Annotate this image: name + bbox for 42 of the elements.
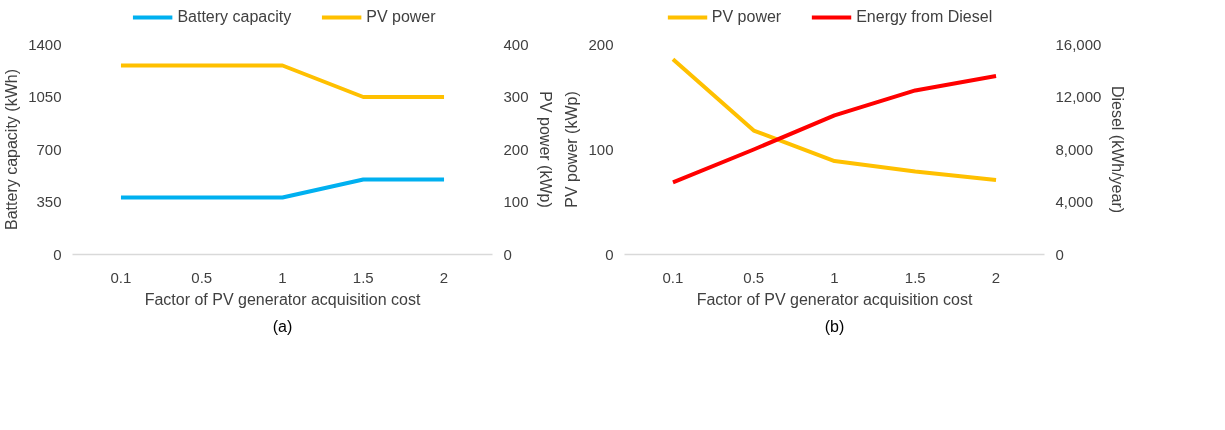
y-tick-label: 700 xyxy=(36,140,62,158)
y2-tick-label: 16,000 xyxy=(1055,35,1102,53)
legend-label: PV power xyxy=(711,8,782,26)
y-tick-label: 350 xyxy=(36,193,62,210)
y-tick-label: 100 xyxy=(588,140,614,158)
x-axis-title: Factor of PV generator acquisition cost xyxy=(696,290,973,308)
y-axis-title: PV power (kWp) xyxy=(563,91,581,208)
y2-tick-label: 4,000 xyxy=(1055,193,1094,210)
x-tick-label: 0.5 xyxy=(191,268,213,286)
x-tick-label: 0.1 xyxy=(110,268,132,286)
text: (b) xyxy=(824,317,845,335)
y-axis-title: Battery capacity (kWh) xyxy=(3,69,21,230)
y2-axis-title: PV power (kWp) xyxy=(536,91,554,208)
y2-tick-label: 0 xyxy=(503,245,512,263)
y-tick-label: 1400 xyxy=(28,35,62,53)
y2-tick-label: 400 xyxy=(503,35,529,53)
y2-tick-label: 300 xyxy=(503,88,529,105)
y2-tick-label: 200 xyxy=(503,140,529,158)
y2-tick-label: 100 xyxy=(503,193,529,210)
x-tick-label: 1 xyxy=(278,268,287,286)
legend-label: PV power xyxy=(366,8,436,26)
x-tick-label: 2 xyxy=(439,268,449,286)
y2-tick-label: 8,000 xyxy=(1055,140,1094,158)
text: (a) xyxy=(272,317,293,335)
x-tick-label: 1 xyxy=(830,268,839,286)
y2-axis-title: Diesel (kWh/year) xyxy=(1109,85,1127,214)
y-tick-label: 1050 xyxy=(28,88,62,105)
legend-label: Energy from Diesel xyxy=(856,8,993,26)
x-tick-label: 0.1 xyxy=(662,268,684,286)
x-axis-title: Factor of PV generator acquisition cost xyxy=(144,290,421,308)
x-tick-label: 0.5 xyxy=(743,268,765,286)
line-series xyxy=(670,57,999,182)
x-tick-label: 1.5 xyxy=(904,268,926,286)
y-tick-label: 0 xyxy=(53,245,62,263)
y2-tick-label: 12,000 xyxy=(1055,88,1102,105)
x-tick-label: 1.5 xyxy=(352,268,374,286)
x-tick-label: 2 xyxy=(991,268,1001,286)
y-tick-label: 200 xyxy=(588,35,614,53)
y2-tick-label: 0 xyxy=(1055,245,1064,263)
y-tick-label: 0 xyxy=(605,245,614,263)
line-series xyxy=(670,74,999,185)
legend-label: Battery capacity xyxy=(177,8,292,26)
